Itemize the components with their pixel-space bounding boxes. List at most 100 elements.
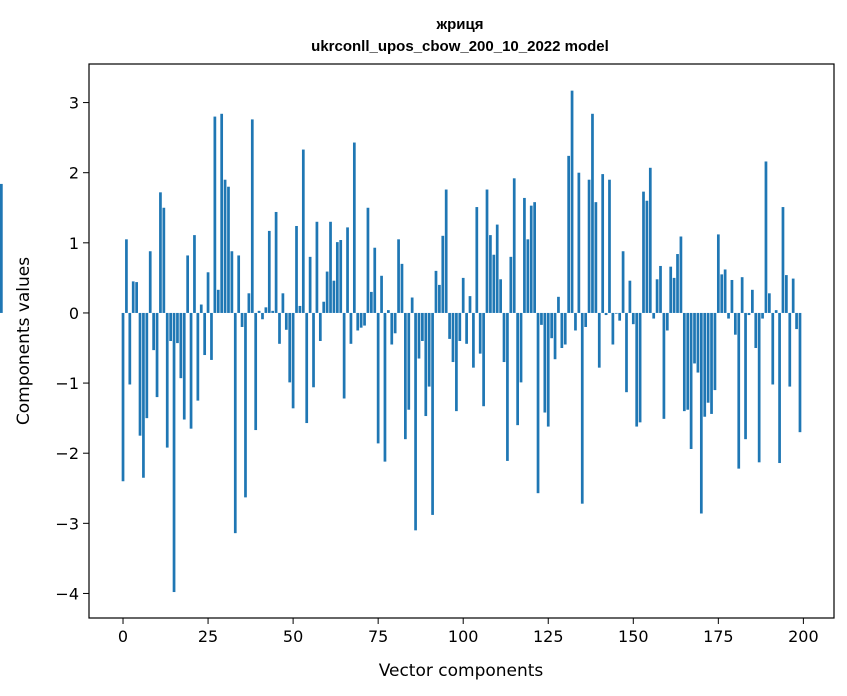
bar-64	[339, 240, 343, 313]
bar-129	[560, 312, 564, 349]
bar-32	[230, 251, 234, 313]
bar-104	[475, 207, 479, 313]
bar-63	[335, 242, 339, 313]
bar-162	[672, 277, 676, 313]
bar-173	[710, 312, 713, 414]
bar-192	[774, 310, 778, 313]
bar-120	[529, 205, 533, 313]
bar-92	[434, 270, 438, 313]
bar-189	[764, 161, 768, 313]
bar-124	[543, 312, 547, 413]
x-tick-label: 75	[368, 627, 388, 646]
bar-9	[152, 312, 155, 351]
bar-8	[148, 251, 152, 313]
bar-165	[682, 312, 686, 412]
bar-0	[121, 312, 125, 482]
bar-undefined	[0, 183, 3, 313]
bar-16	[176, 312, 179, 344]
bar-114	[509, 256, 513, 313]
bar-117	[519, 312, 523, 383]
bar-49	[288, 312, 292, 383]
bar-151	[635, 312, 639, 427]
bar-168	[693, 312, 696, 364]
x-tick-label: 100	[448, 627, 479, 646]
bar-132	[570, 90, 574, 313]
bar-172	[706, 312, 710, 403]
bar-11	[159, 192, 162, 313]
bar-89	[424, 312, 428, 417]
bar-187	[757, 312, 761, 463]
bar-6	[142, 312, 145, 478]
bar-66	[346, 227, 349, 313]
bar-53	[301, 149, 305, 313]
bar-59	[322, 301, 326, 313]
bar-58	[318, 312, 322, 341]
bar-93	[438, 284, 441, 313]
bar-86	[414, 312, 417, 531]
bar-3	[131, 281, 135, 313]
bar-27	[213, 116, 217, 313]
bar-5	[138, 312, 142, 436]
bar-38	[250, 119, 254, 313]
bar-108	[489, 235, 492, 313]
bar-43	[267, 230, 271, 313]
plot-frame	[88, 63, 835, 619]
bar-94	[441, 235, 445, 313]
bar-65	[342, 312, 346, 399]
bar-199	[798, 312, 802, 433]
bar-193	[778, 312, 781, 464]
bar-45	[274, 211, 278, 313]
bar-28	[216, 289, 220, 313]
bar-100	[461, 277, 465, 313]
bar-62	[332, 280, 336, 313]
bar-190	[768, 293, 771, 313]
bar-125	[546, 312, 550, 427]
bar-23	[199, 304, 203, 313]
bar-1	[125, 239, 128, 313]
bar-26	[210, 312, 213, 360]
bar-134	[577, 172, 581, 313]
bar-18	[182, 312, 186, 420]
bar-84	[407, 312, 411, 410]
y-tick-label: −2	[55, 444, 79, 463]
bar-82	[400, 263, 404, 313]
y-tick-label: −1	[55, 374, 79, 393]
bar-142	[604, 312, 608, 316]
bar-196	[788, 312, 792, 387]
bar-29	[220, 113, 224, 313]
bar-155	[648, 167, 652, 313]
y-tick-label: 3	[69, 94, 79, 113]
bar-191	[771, 312, 775, 385]
bar-152	[638, 312, 642, 423]
bar-78	[387, 310, 390, 313]
bar-73	[369, 291, 373, 313]
bar-79	[390, 312, 394, 345]
bar-186	[754, 312, 758, 349]
bar-181	[737, 312, 741, 469]
bar-154	[645, 200, 649, 313]
x-tick-label: 175	[703, 627, 734, 646]
bar-20	[189, 312, 193, 429]
bar-95	[444, 189, 448, 313]
bar-174	[713, 312, 717, 391]
bar-164	[679, 236, 683, 313]
bar-137	[587, 179, 591, 313]
bar-85	[410, 297, 414, 313]
bar-25	[206, 272, 210, 313]
bar-145	[614, 312, 618, 314]
x-tick-label: 50	[283, 627, 303, 646]
bar-146	[618, 312, 622, 321]
bar-139	[594, 202, 598, 313]
bar-136	[584, 312, 588, 327]
bar-70	[359, 312, 363, 328]
bar-188	[761, 312, 764, 319]
bar-101	[465, 312, 468, 344]
x-tick-label: 150	[618, 627, 649, 646]
bar-106	[482, 312, 485, 407]
bar-72	[366, 207, 370, 313]
bar-54	[305, 312, 309, 424]
bar-131	[567, 155, 571, 313]
bar-35	[240, 312, 244, 327]
bar-169	[696, 312, 700, 373]
bar-171	[703, 312, 707, 417]
